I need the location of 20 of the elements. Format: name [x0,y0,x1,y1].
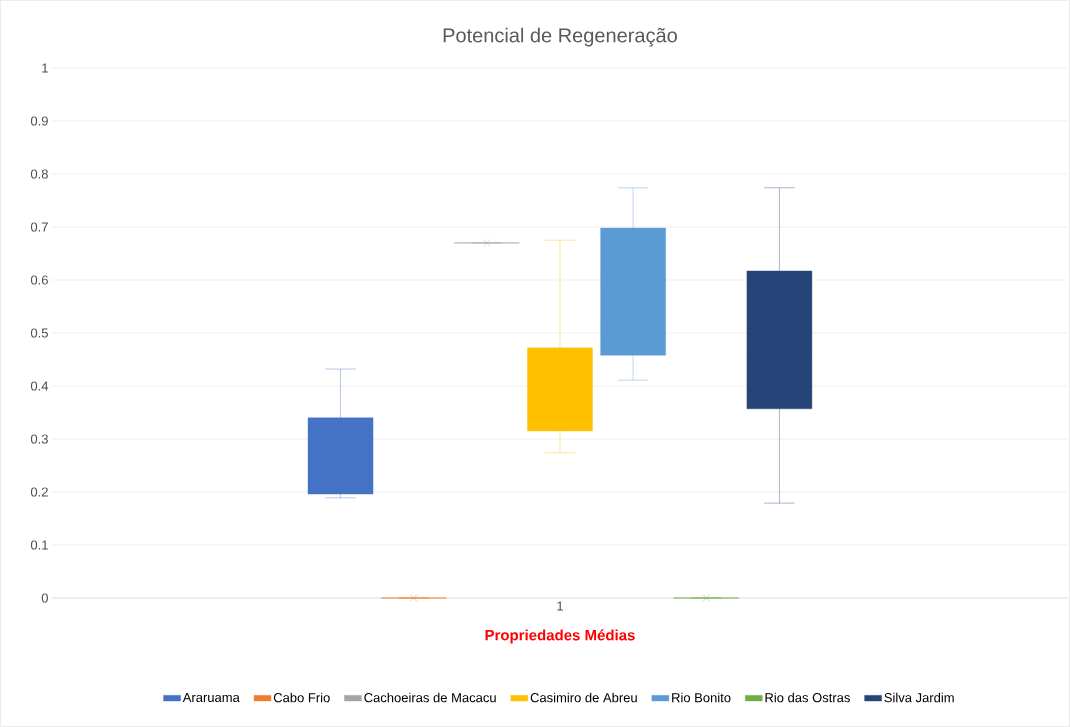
y-tick-label: 0.9 [30,116,48,126]
y-tick-label: 0.3 [30,434,48,444]
y-tick-label: 0 [41,593,48,603]
legend-label: Silva Jardim [884,692,954,703]
legend-label: Cachoeiras de Macacu [364,692,496,703]
y-tick-label: 0.7 [30,222,48,232]
chart-title: Potencial de Regeneração [443,27,677,47]
legend-label: Casimiro de Abreu [530,692,637,703]
legend-label: Cabo Frio [273,692,330,703]
legend-label: Araruama [182,692,240,703]
x-axis-title: Propriedades Médias [485,629,635,644]
y-tick-label: 0.4 [30,381,49,391]
y-tick-label: 1 [42,63,48,73]
legend-label: Rio Bonito [672,692,731,703]
y-tick-label: 0.8 [30,169,48,179]
y-tick-label: 0.2 [30,487,48,497]
legend-label: Rio das Ostras [765,692,850,703]
y-tick-label: 0.5 [30,328,48,338]
y-tick-label: 0.1 [30,540,48,550]
y-tick-label: 0.6 [30,275,48,285]
